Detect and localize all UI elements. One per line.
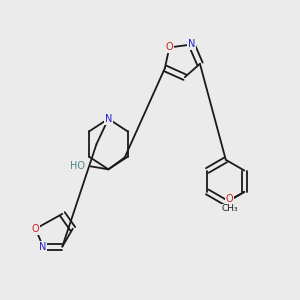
Text: O: O <box>166 43 173 52</box>
Text: CH₃: CH₃ <box>221 204 238 213</box>
Text: O: O <box>32 224 39 234</box>
Text: N: N <box>39 242 47 252</box>
Text: N: N <box>105 114 112 124</box>
Text: N: N <box>188 40 195 50</box>
Text: O: O <box>226 194 233 204</box>
Text: HO: HO <box>70 161 85 171</box>
